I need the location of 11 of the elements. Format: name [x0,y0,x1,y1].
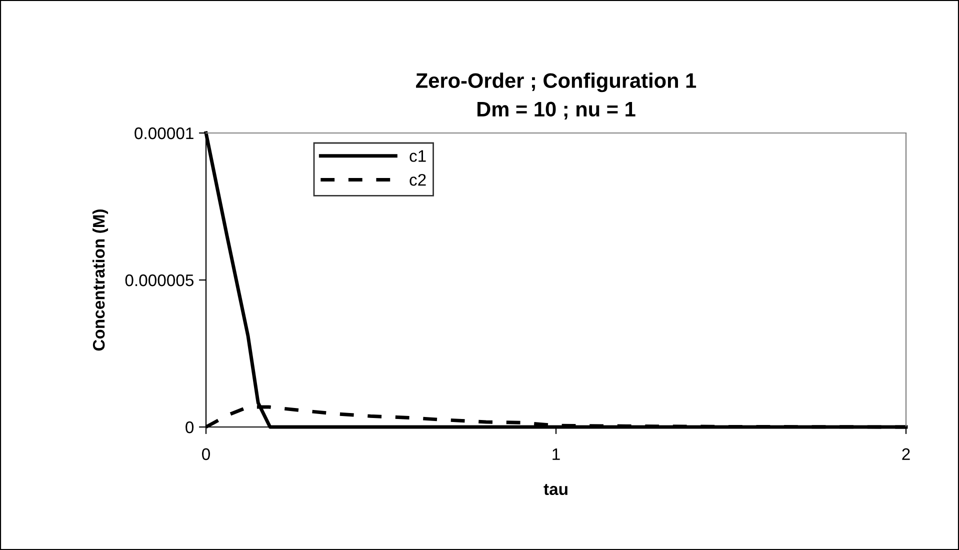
x-axis-title: tau [544,484,568,496]
x-tick-label: 0 [202,448,210,460]
x-tick-label: 1 [552,448,560,460]
y-tick-label: 0 [186,421,194,434]
chart-title: Zero-Order ; Configuration 1 Dm = 10 ; nu = 1 [416,72,696,120]
x-tick-label: 2 [902,448,910,460]
legend-label: c1 [410,150,426,162]
y-tick-label: 0.00001 [134,127,194,140]
y-axis-title: Concentration (M) [92,210,108,351]
legend-label: c2 [410,174,426,186]
y-tick-label: 0.000005 [125,274,194,286]
